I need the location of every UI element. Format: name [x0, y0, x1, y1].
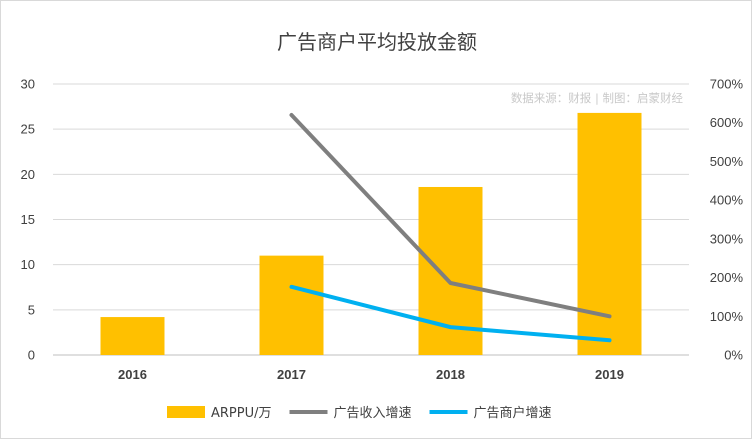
- right-y-tick-label: 100%: [710, 309, 744, 324]
- series-line: [289, 284, 612, 343]
- right-y-axis: 0% 100% 200% 300% 400% 500% 600% 700%: [710, 77, 744, 363]
- left-y-axis: 0 5 10 15 20 25 30: [21, 77, 35, 363]
- legend-label: 广告收入增速: [334, 406, 412, 421]
- legend-label: 广告商户增速: [474, 405, 552, 421]
- bar: [100, 317, 165, 355]
- right-y-tick-label: 0%: [724, 348, 743, 363]
- legend-label: ARPPU/万: [211, 406, 272, 421]
- left-y-tick-label: 15: [21, 212, 35, 227]
- x-tick-label: 2019: [595, 367, 624, 382]
- left-y-tick-label: 25: [21, 122, 35, 137]
- x-axis: 2016 2017 2018 2019: [118, 367, 624, 382]
- source-note: 数据来源：财报 | 制图：启蒙财经: [511, 91, 684, 106]
- right-y-tick-label: 300%: [710, 231, 744, 246]
- right-y-tick-label: 700%: [710, 77, 744, 92]
- bar: [259, 255, 324, 355]
- series-line: [289, 112, 612, 319]
- left-y-tick-label: 20: [21, 167, 35, 182]
- bar: [577, 112, 642, 355]
- left-y-tick-label: 10: [21, 257, 35, 272]
- x-tick-label: 2017: [277, 367, 306, 382]
- right-y-tick-label: 600%: [710, 115, 744, 130]
- right-y-tick-label: 400%: [710, 193, 744, 208]
- right-y-tick-label: 500%: [710, 154, 744, 169]
- x-tick-label: 2016: [118, 367, 147, 382]
- x-tick-label: 2018: [436, 367, 465, 382]
- left-y-tick-label: 30: [21, 77, 35, 92]
- legend-swatch: [167, 406, 205, 418]
- legend: ARPPU/万 广告收入增速 广告商户增速: [167, 405, 552, 421]
- gridlines: [53, 83, 689, 356]
- left-y-tick-label: 0: [28, 348, 35, 363]
- left-y-tick-label: 5: [28, 302, 35, 317]
- line-series: [289, 112, 612, 343]
- bar-series: [100, 112, 642, 355]
- right-y-tick-label: 200%: [710, 270, 744, 285]
- chart-title: 广告商户平均投放金额: [277, 30, 477, 54]
